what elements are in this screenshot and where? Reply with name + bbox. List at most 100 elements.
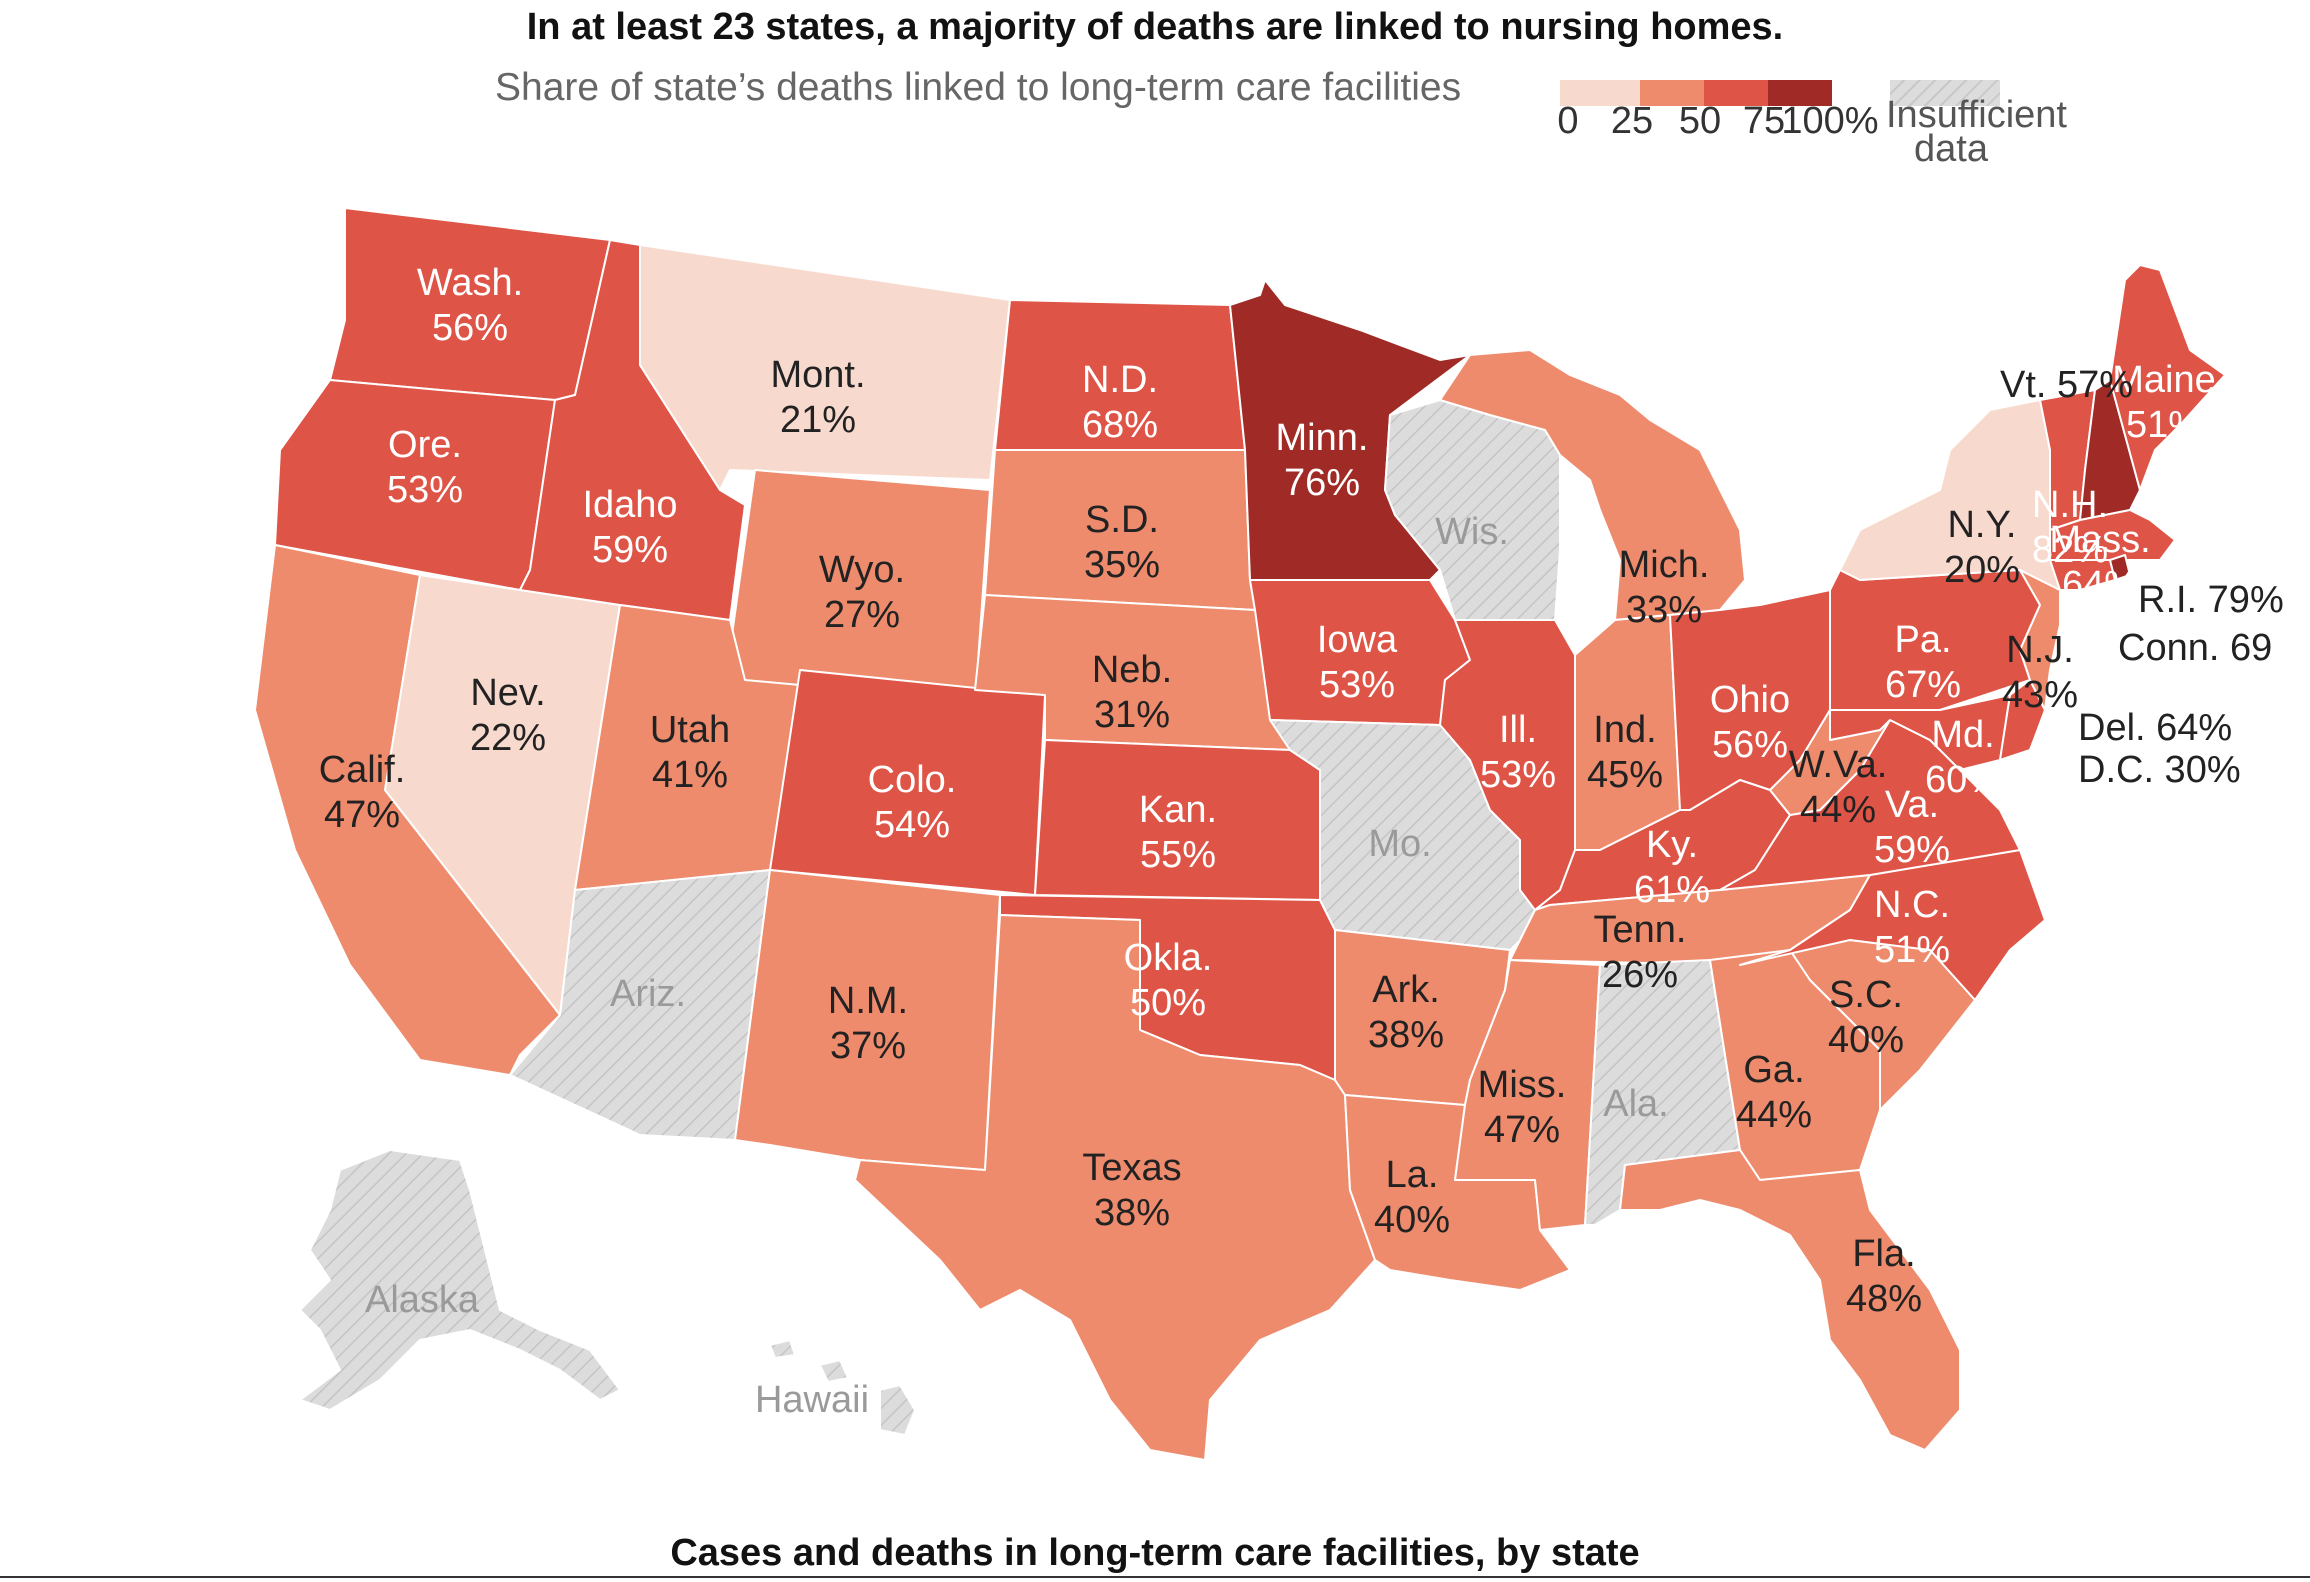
state-value: 60% <box>1925 759 2001 801</box>
state-name: N.C. <box>1874 884 1950 926</box>
state-value: 47% <box>1484 1109 1560 1151</box>
state-value: 22% <box>470 717 546 759</box>
state-labels: Wash. 56% Ore. 53% Calif. 47% Nev. 22% Idaho… <box>319 262 2216 1421</box>
state-name: Ohio <box>1710 679 1790 721</box>
state-name: Miss. <box>1478 1064 1567 1106</box>
state-name: Neb. <box>1092 649 1172 691</box>
label-hi: Hawaii <box>755 1379 869 1421</box>
state-name: Utah <box>650 709 730 751</box>
label-tx: Texas 38% <box>1082 1147 1181 1234</box>
state-name: Pa. <box>1894 619 1951 661</box>
state-hi <box>769 1339 916 1436</box>
label-nm: N.M. 37% <box>828 980 908 1067</box>
state-value: 59% <box>1874 829 1950 871</box>
state-value: 31% <box>1094 694 1170 736</box>
state-name: N.H. <box>2032 484 2108 526</box>
callout-ri: R.I. 79% <box>2138 579 2284 621</box>
state-name: Wash. <box>417 262 523 304</box>
us-states-map: Wash. 56% Ore. 53% Calif. 47% Nev. 22% Idaho… <box>254 207 2284 1461</box>
label-nv: Nev. 22% <box>470 672 546 759</box>
state-name: S.C. <box>1829 974 1903 1016</box>
chart-subtitle: Share of state’s deaths linked to long-t… <box>495 66 1462 109</box>
state-value: 47% <box>324 794 400 836</box>
label-ma: Mass. 64% <box>2049 519 2150 606</box>
state-value: 35% <box>1084 544 1160 586</box>
state-value: 40% <box>1374 1199 1450 1241</box>
state-name: Ill. <box>1499 709 1537 751</box>
state-value: 67% <box>1885 664 1961 706</box>
color-legend: 0 25 50 75 100% Insufficient data <box>1557 80 2120 180</box>
label-wy: Wyo. 27% <box>819 549 905 636</box>
state-value: 56% <box>432 307 508 349</box>
state-value: 68% <box>1082 404 1158 446</box>
state-name: Ga. <box>1743 1049 1804 1091</box>
label-tn: Tenn. 26% <box>1594 909 1687 996</box>
state-name: Md. <box>1931 714 1994 756</box>
state-name: Ore. <box>388 424 462 466</box>
legend-tick-50: 50 <box>1678 100 1722 142</box>
callout-vt: Vt. 57% <box>2000 364 2133 406</box>
state-name: Mass. <box>2049 519 2150 561</box>
state-name: N.D. <box>1082 359 1158 401</box>
legend-insufficient-label: Insufficient data <box>1886 94 2067 170</box>
label-ar: Ark. 38% <box>1368 969 1444 1056</box>
label-sc: S.C. 40% <box>1828 974 1904 1061</box>
label-wi: Wis. <box>1435 511 1509 553</box>
state-me <box>2109 264 2226 491</box>
state-name: Idaho <box>582 484 677 526</box>
divider <box>0 1576 2310 1578</box>
label-ms: Miss. 47% <box>1478 1064 1567 1151</box>
label-mo: Mo. <box>1368 823 1431 865</box>
state-value: 51% <box>2126 404 2202 446</box>
state-name: La. <box>1386 1154 1439 1196</box>
label-me: Maine 51% <box>2112 359 2216 446</box>
label-sd: S.D. 35% <box>1084 499 1160 586</box>
state-value: 38% <box>1094 1192 1170 1234</box>
state-value: 33% <box>1626 589 1702 631</box>
label-mt: Mont. 21% <box>770 354 865 441</box>
label-ca: Calif. 47% <box>319 749 406 836</box>
state-name: Mich. <box>1619 544 1710 586</box>
state-ms <box>1454 959 1601 1231</box>
state-name: Wyo. <box>819 549 905 591</box>
label-fl: Fla. 48% <box>1846 1233 1922 1320</box>
state-value: 41% <box>652 754 728 796</box>
state-value: 20% <box>1944 549 2020 591</box>
state-name: W.Va. <box>1789 744 1888 786</box>
label-va: Va. 59% <box>1874 784 1950 871</box>
state-value: 45% <box>1587 754 1663 796</box>
label-ky: Ky. 61% <box>1634 824 1710 911</box>
label-oh: Ohio 56% <box>1710 679 1790 766</box>
callout-ct: Conn. 69 <box>2118 627 2272 669</box>
state-wa <box>329 207 611 401</box>
callout-de: Del. 64% <box>2078 707 2232 749</box>
state-value: 44% <box>1736 1094 1812 1136</box>
state-name: Va. <box>1885 784 1939 826</box>
label-nh: N.H. 82% <box>2032 484 2108 571</box>
state-value: 40% <box>1828 1019 1904 1061</box>
state-ri <box>2109 554 2131 581</box>
state-value: 44% <box>1800 789 1876 831</box>
state-name: Calif. <box>319 749 406 791</box>
state-nc <box>1739 849 2046 1001</box>
chart-title: In at least 23 states, a majority of dea… <box>526 6 1784 48</box>
label-wv: W.Va. 44% <box>1789 744 1888 831</box>
label-ks: Kan. 55% <box>1139 789 1217 876</box>
state-name: Ark. <box>1372 969 1440 1011</box>
state-fl <box>1619 1149 1961 1451</box>
state-value: 59% <box>592 529 668 571</box>
section-heading: Cases and deaths in long-term care facil… <box>670 1532 1640 1574</box>
state-name: Iowa <box>1317 619 1398 661</box>
state-value: 26% <box>1602 954 1678 996</box>
state-name: Alaska <box>365 1279 480 1321</box>
label-id: Idaho 59% <box>582 484 677 571</box>
state-name: Okla. <box>1124 937 1213 979</box>
label-co: Colo. 54% <box>868 759 957 846</box>
legend-swatch-75-100 <box>1768 80 1832 106</box>
label-ne: Neb. 31% <box>1092 649 1172 736</box>
label-nj: N.J. 43% <box>2002 629 2078 716</box>
state-name: Ky. <box>1646 824 1698 866</box>
label-mi: Mich. 33% <box>1619 544 1710 631</box>
state-name: Minn. <box>1276 417 1369 459</box>
state-name: S.D. <box>1085 499 1159 541</box>
